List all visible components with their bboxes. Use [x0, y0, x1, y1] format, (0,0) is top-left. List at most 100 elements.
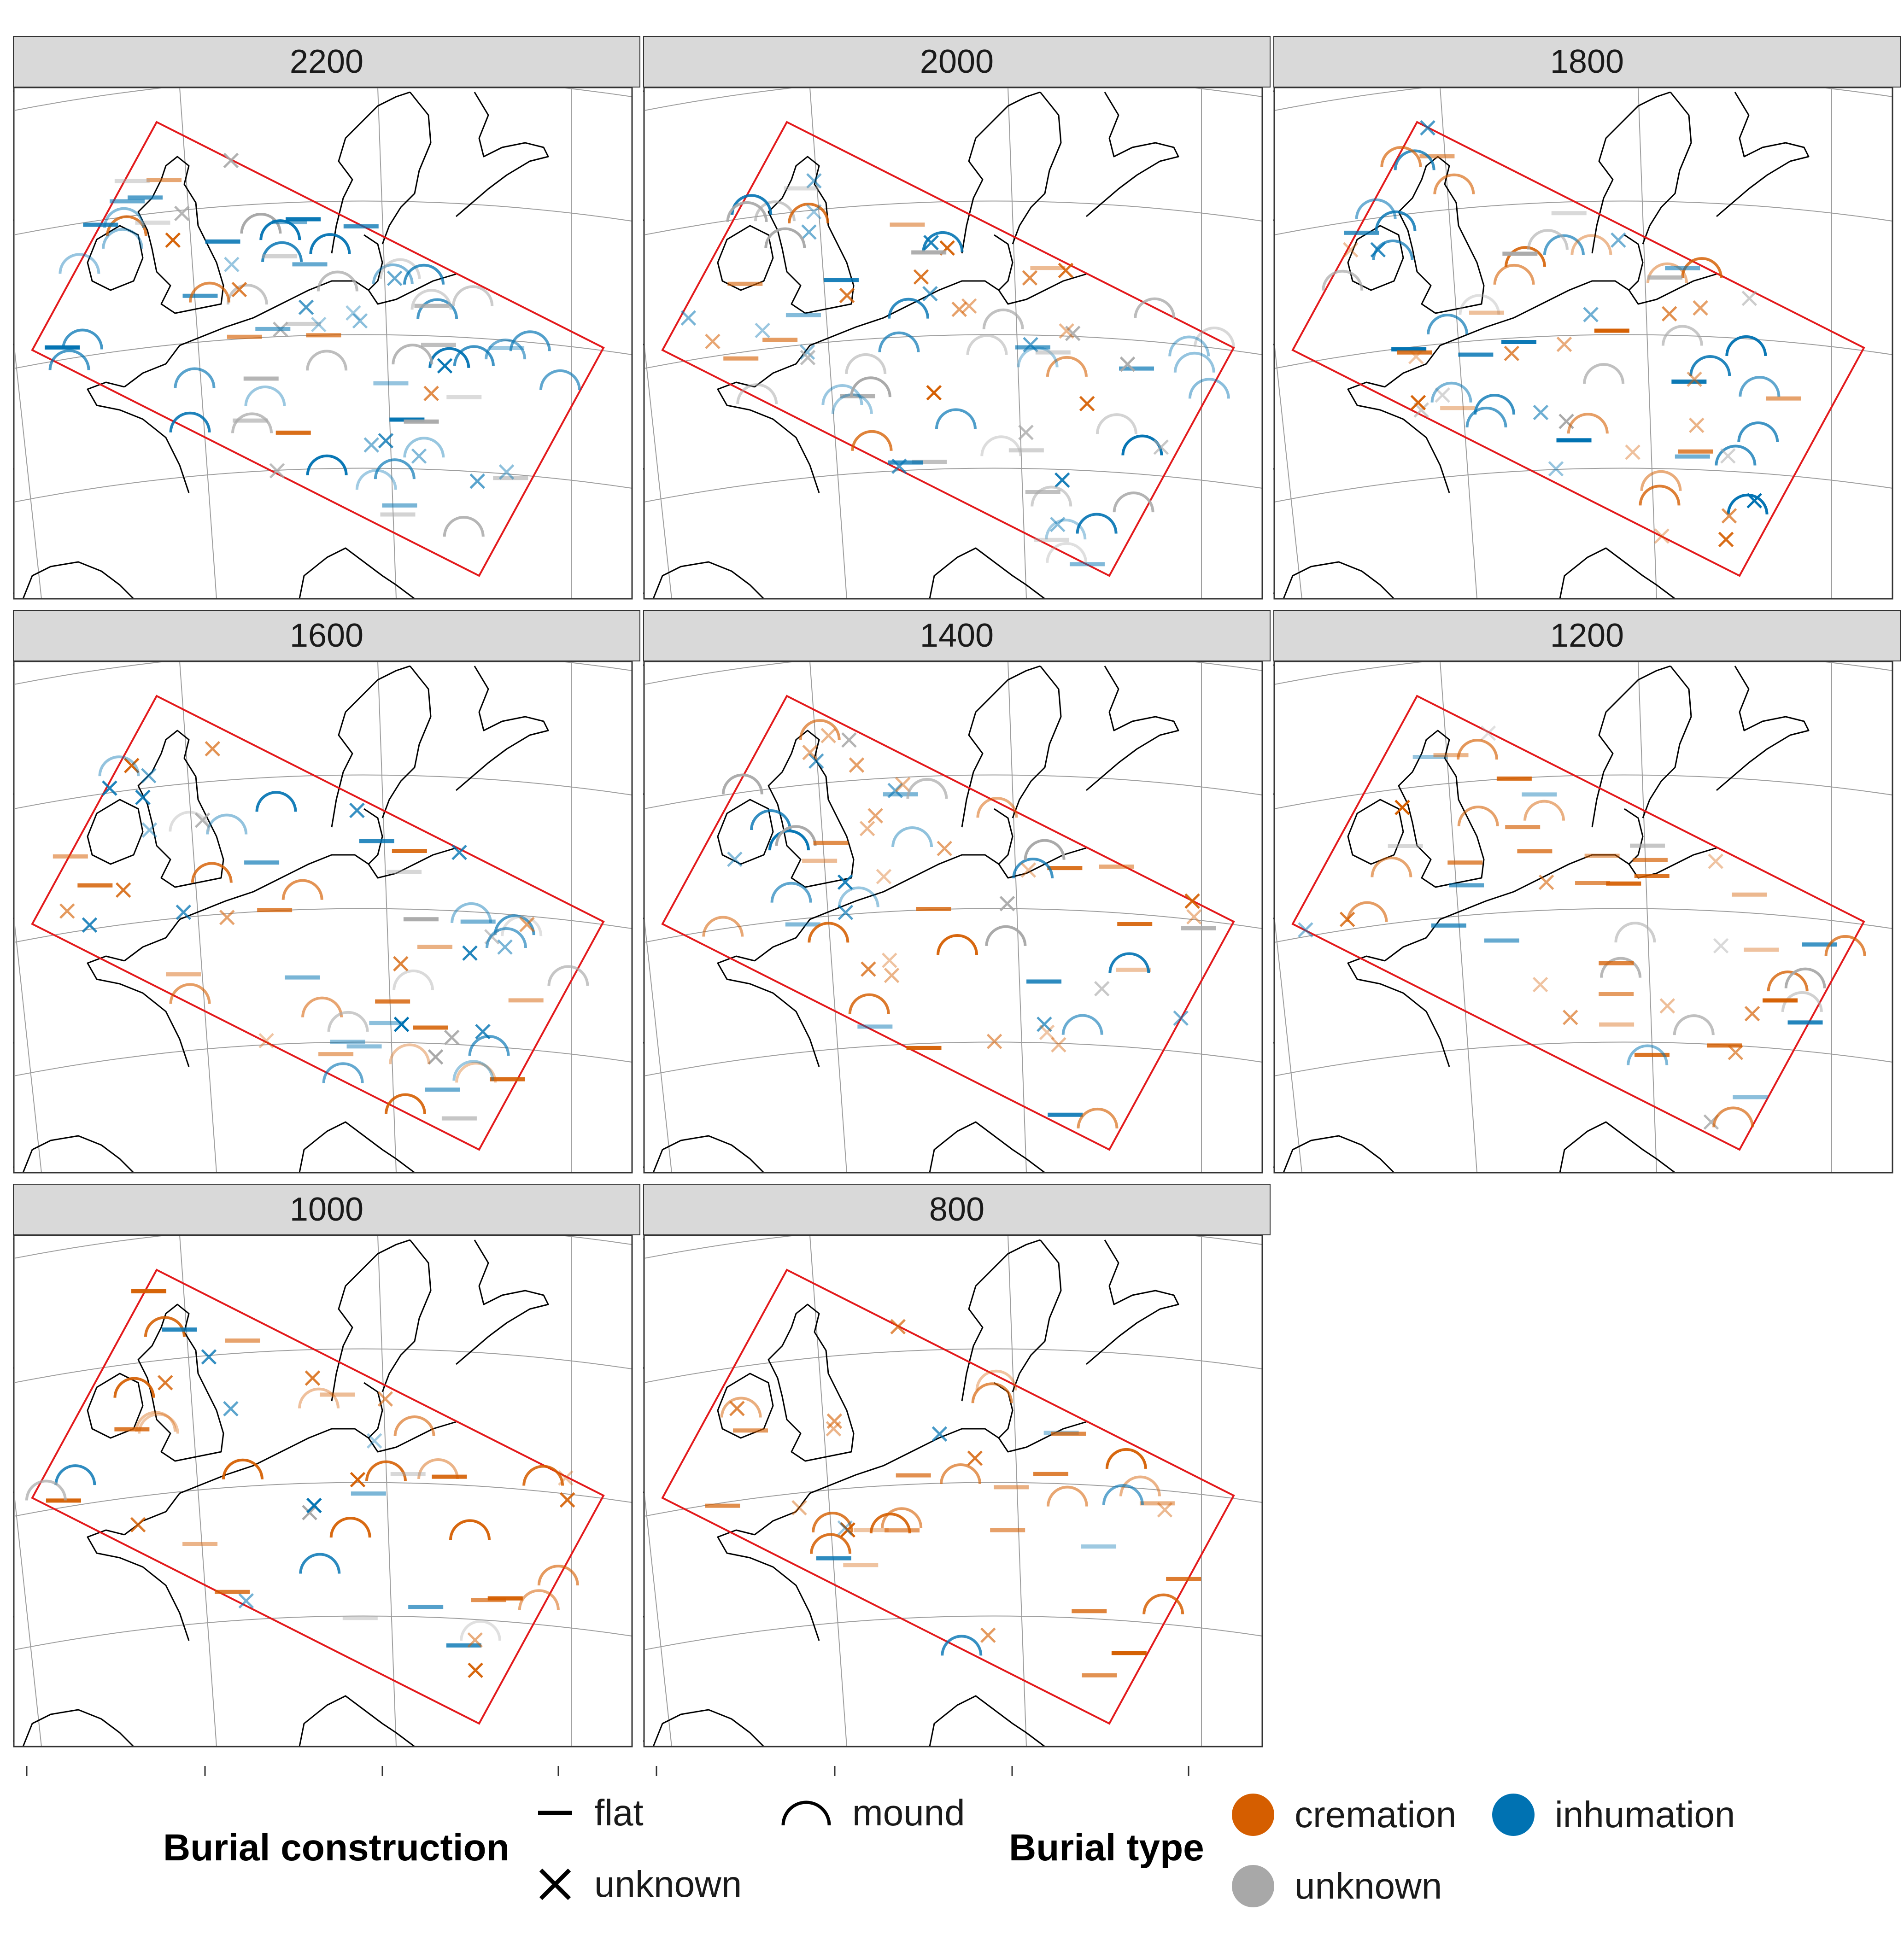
site-symbols [1298, 725, 1866, 1130]
study-region-outline [661, 1268, 1235, 1725]
mound-symbol [417, 1458, 459, 1479]
mound-symbol [985, 925, 1027, 946]
x-axis-ticks [26, 1766, 1189, 1776]
unknown-construction-symbol [1023, 337, 1038, 353]
unknown-construction-symbol [808, 753, 824, 769]
unknown-construction-symbol [350, 1472, 366, 1488]
mound-symbol [255, 791, 297, 812]
unknown-construction-symbol [1687, 371, 1702, 387]
mound-symbol [443, 516, 485, 537]
unknown-construction-symbol [1688, 417, 1705, 433]
unknown-construction-symbol [305, 1370, 321, 1386]
panel-strip-label: 800 [643, 1184, 1271, 1235]
graticule [1275, 662, 1893, 1173]
unknown-construction-symbol [346, 305, 361, 321]
legend-key-flat: flat [534, 1792, 644, 1834]
unknown-construction-symbol [519, 917, 535, 932]
unknown-construction-symbol [841, 732, 857, 748]
panel-border [1273, 87, 1893, 600]
unknown-construction-symbol [223, 1401, 239, 1417]
mound-symbol [1371, 856, 1412, 877]
legend-label-unknown-construction: unknown [594, 1864, 742, 1905]
mound-symbol [1102, 1484, 1144, 1505]
mound-symbol [539, 369, 581, 390]
map-panel: 2200 [13, 36, 640, 609]
mound-symbol [388, 1043, 430, 1064]
legend-key-unknown-construction: unknown [534, 1863, 742, 1905]
unknown-construction-symbol [238, 1593, 254, 1609]
unknown-construction-symbol [1184, 893, 1200, 909]
mound-symbol [1661, 325, 1703, 346]
graticule [1275, 88, 1893, 599]
mound-symbol [191, 862, 233, 883]
unknown-construction-symbol [887, 783, 903, 799]
unknown-construction-symbol [141, 822, 158, 838]
unknown-construction-symbol [802, 744, 818, 760]
mound-symbol [971, 1382, 1013, 1403]
unknown-construction-symbol [223, 152, 239, 169]
mound-symbol [451, 902, 492, 923]
mound-symbol [1570, 234, 1612, 255]
unknown-construction-symbol [1018, 425, 1034, 440]
mound-symbol [299, 1553, 341, 1574]
mound-symbol [102, 228, 144, 249]
unknown-construction-symbol [498, 464, 515, 480]
mound-symbol [384, 1093, 426, 1114]
mound-symbol [403, 263, 445, 285]
unknown-construction-symbol [306, 1497, 322, 1514]
mound-symbol [452, 285, 494, 306]
unknown-construction-symbol [1058, 263, 1074, 278]
mound-symbol [372, 263, 414, 285]
map-plot-area [13, 1234, 633, 1748]
unknown-construction-symbol [1059, 323, 1074, 339]
mound-symbol [881, 1507, 923, 1528]
unknown-construction-symbol [755, 322, 770, 339]
mound-symbol [851, 430, 893, 451]
coastline [22, 1239, 549, 1748]
unknown-construction-symbol [1157, 1502, 1173, 1518]
mound-symbol [393, 1415, 435, 1437]
unknown-construction-symbol [201, 1349, 217, 1365]
mound-symbol [848, 993, 890, 1014]
unknown-construction-symbol [115, 882, 131, 898]
unknown-construction-symbol [377, 1391, 393, 1407]
mound-symbol [750, 809, 792, 830]
unknown-construction-symbol [801, 224, 817, 240]
map-panel: 1800 [1273, 36, 1901, 609]
unknown-construction-symbol [298, 299, 314, 315]
unknown-construction-symbol [1713, 938, 1729, 954]
unknown-construction-symbol [837, 874, 853, 890]
unknown-construction-symbol [1708, 853, 1724, 869]
graticule [645, 662, 1263, 1173]
unknown-construction-symbol [176, 904, 192, 920]
site-symbols [680, 173, 1235, 567]
mound-symbol [1430, 381, 1472, 403]
mound-symbol [1715, 444, 1757, 466]
mound-symbol [1046, 356, 1088, 377]
mound-symbol [1142, 1593, 1184, 1614]
unknown-construction-symbol [926, 385, 942, 401]
unknown-construction-symbol [1339, 912, 1355, 927]
graticule [645, 1236, 1263, 1747]
mound-symbol [281, 879, 323, 900]
mound-symbol [365, 1460, 407, 1481]
mound-symbol [849, 376, 891, 397]
mound-symbol [975, 1369, 1017, 1391]
unknown-construction-symbol [1538, 874, 1554, 890]
unknown-construction-symbol [124, 758, 140, 773]
mound-symbol [518, 1589, 560, 1610]
unknown-construction-symbol [882, 953, 897, 968]
mound-symbol [169, 411, 211, 433]
unknown-construction-symbol [1343, 242, 1359, 258]
unknown-construction-symbol [1079, 396, 1095, 412]
unknown-construction-symbol [102, 780, 117, 796]
unknown-construction-symbol [967, 1450, 983, 1466]
unknown-construction-symbol [980, 1627, 996, 1643]
unknown-construction-symbol [467, 1632, 483, 1648]
mound-symbol-icon [781, 1800, 831, 1826]
mound-symbol [453, 345, 495, 366]
mound-symbol [222, 1458, 264, 1479]
graticule [15, 662, 633, 1173]
unknown-construction-symbol [135, 789, 151, 805]
map-plot-area [1273, 87, 1893, 600]
